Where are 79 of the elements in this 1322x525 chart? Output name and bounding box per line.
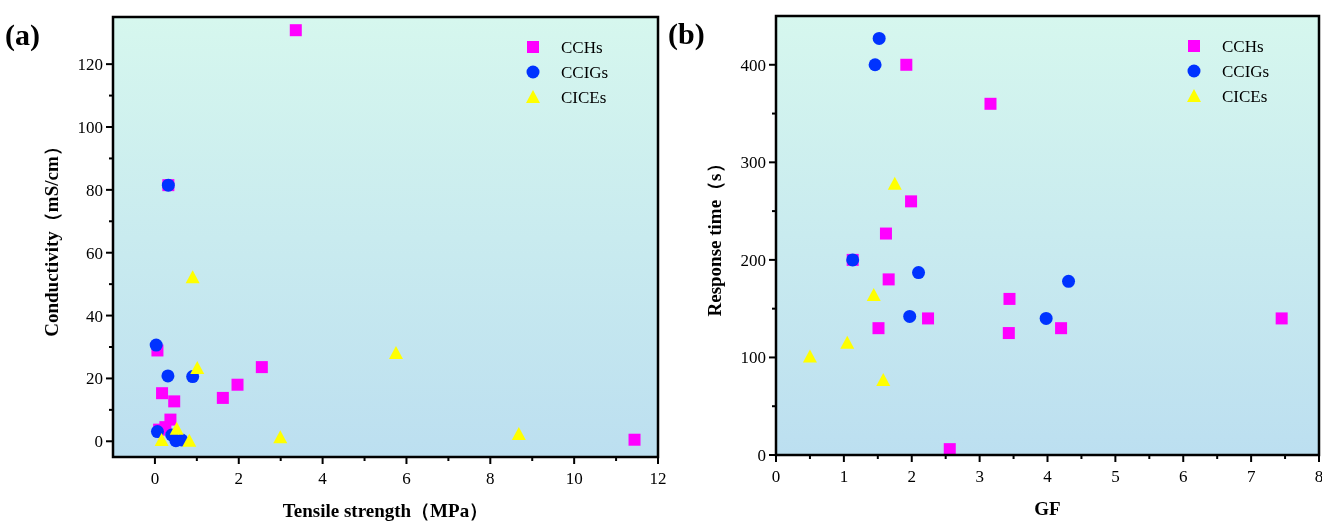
point	[872, 322, 885, 335]
point	[840, 335, 855, 349]
y-tick-label: 100	[740, 348, 766, 368]
x-tick-label: 0	[771, 467, 781, 486]
x-tick-label: 0	[150, 469, 160, 488]
point	[887, 176, 902, 190]
x-tick-label: 3	[975, 467, 984, 486]
point	[185, 270, 200, 284]
x-tick-label: 6	[1179, 467, 1188, 486]
point	[273, 430, 288, 444]
point	[1039, 311, 1053, 325]
legend-label: CICEs	[1222, 87, 1268, 106]
y-tick-label: 200	[740, 250, 766, 270]
point	[903, 309, 917, 323]
y-tick-label: 300	[740, 153, 766, 173]
point	[511, 427, 526, 441]
point	[149, 338, 163, 352]
point	[289, 24, 302, 37]
point	[984, 97, 997, 110]
x-axis-title: GF	[1034, 498, 1061, 519]
point	[876, 372, 891, 386]
point	[169, 421, 184, 435]
y-tick-label: 400	[740, 55, 766, 75]
point	[1003, 292, 1016, 305]
point	[1275, 312, 1288, 325]
y-axis-title: Response time（s）	[704, 154, 725, 317]
y-tick-label: 0	[94, 432, 103, 452]
legend-label: CCIGs	[1222, 62, 1270, 81]
y-tick-label: 80	[86, 180, 103, 200]
point	[628, 433, 641, 446]
point	[231, 378, 244, 391]
point	[912, 266, 926, 280]
point	[872, 31, 886, 45]
point	[216, 391, 229, 404]
point	[182, 433, 197, 447]
point	[802, 349, 817, 363]
y-axis-title: Conductivity（mS/cm）	[41, 137, 62, 337]
x-tick-label: 6	[402, 469, 411, 488]
x-tick-label: 12	[649, 469, 667, 488]
x-axis-title: Tensile strength（MPa）	[282, 500, 489, 521]
point	[388, 345, 403, 359]
point	[1062, 274, 1076, 288]
y-tick-label: 40	[86, 306, 103, 326]
point	[866, 288, 881, 302]
legend-label: CCHs	[561, 38, 603, 57]
point	[905, 195, 918, 208]
x-tick-label: 2	[907, 467, 916, 486]
point	[879, 227, 892, 240]
point	[154, 433, 169, 447]
point	[1055, 322, 1068, 335]
y-tick-label: 100	[77, 118, 103, 137]
point	[868, 58, 882, 72]
x-tick-label: 5	[1111, 467, 1120, 486]
point	[156, 387, 169, 400]
point	[190, 361, 205, 375]
x-tick-label: 8	[486, 469, 495, 488]
y-tick-label: 20	[86, 369, 103, 389]
x-tick-label: 8	[1314, 467, 1322, 486]
x-tick-label: 1	[839, 467, 849, 486]
y-tick-label: 60	[86, 243, 103, 263]
legend-label: CCIGs	[561, 63, 609, 82]
y-tick-label: 0	[757, 446, 766, 465]
x-tick-label: 7	[1246, 467, 1256, 486]
legend-label: CCHs	[1222, 37, 1264, 56]
point	[882, 273, 895, 286]
point	[1002, 327, 1015, 340]
legend-label: CICEs	[561, 88, 607, 107]
point	[900, 58, 913, 71]
point	[168, 395, 181, 408]
point	[161, 369, 175, 383]
point	[255, 361, 268, 374]
x-tick-label: 4	[318, 469, 328, 488]
x-tick-label: 2	[234, 469, 244, 488]
x-tick-label: 4	[1043, 467, 1053, 486]
y-tick-label: 120	[77, 55, 103, 75]
text: (a)	[5, 18, 40, 52]
point	[922, 312, 935, 325]
text: (b)	[668, 17, 705, 51]
x-tick-label: 10	[565, 469, 583, 488]
